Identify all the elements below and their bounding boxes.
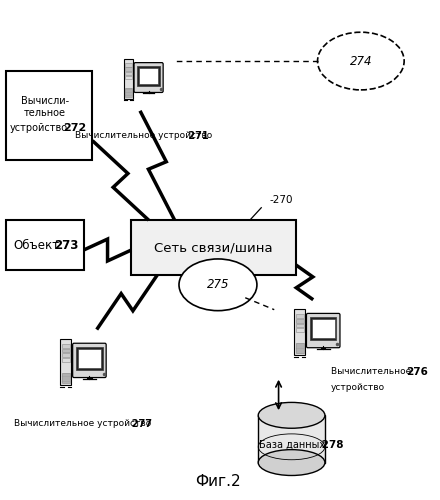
FancyBboxPatch shape (125, 64, 132, 66)
Text: База данных: База данных (259, 440, 325, 450)
FancyBboxPatch shape (60, 340, 71, 385)
FancyBboxPatch shape (296, 314, 304, 318)
FancyBboxPatch shape (62, 358, 70, 362)
Text: Фиг.2: Фиг.2 (195, 474, 241, 488)
Text: Сеть связи/шина: Сеть связи/шина (154, 241, 273, 254)
FancyBboxPatch shape (76, 347, 103, 370)
FancyBboxPatch shape (132, 220, 296, 275)
FancyBboxPatch shape (307, 314, 340, 348)
FancyBboxPatch shape (78, 350, 101, 368)
FancyBboxPatch shape (125, 68, 132, 70)
FancyBboxPatch shape (125, 72, 132, 74)
Text: Вычислительное устройство: Вычислительное устройство (15, 419, 152, 428)
Text: 272: 272 (63, 123, 87, 133)
Text: устройство: устройство (9, 123, 67, 133)
Text: 274: 274 (350, 54, 372, 68)
FancyBboxPatch shape (296, 319, 304, 322)
FancyBboxPatch shape (125, 88, 132, 97)
Text: 277: 277 (125, 419, 152, 429)
Text: тельное: тельное (24, 108, 66, 118)
FancyBboxPatch shape (6, 220, 84, 270)
FancyBboxPatch shape (125, 76, 132, 79)
Ellipse shape (258, 402, 325, 428)
FancyBboxPatch shape (62, 344, 70, 348)
FancyBboxPatch shape (62, 348, 70, 352)
FancyBboxPatch shape (62, 354, 70, 357)
FancyBboxPatch shape (296, 328, 304, 332)
FancyBboxPatch shape (139, 68, 158, 84)
Text: 271: 271 (186, 130, 209, 140)
FancyBboxPatch shape (296, 324, 304, 328)
Ellipse shape (179, 259, 257, 310)
FancyBboxPatch shape (6, 71, 92, 160)
FancyBboxPatch shape (310, 318, 337, 340)
FancyBboxPatch shape (134, 62, 163, 92)
FancyBboxPatch shape (124, 60, 133, 99)
Text: Объект: Объект (13, 238, 59, 252)
Text: Вычислительное: Вычислительное (330, 367, 417, 376)
Polygon shape (258, 416, 325, 463)
Text: 278: 278 (318, 440, 343, 450)
FancyBboxPatch shape (137, 66, 160, 86)
FancyBboxPatch shape (73, 343, 106, 378)
Text: 276: 276 (406, 367, 428, 377)
Text: 275: 275 (207, 278, 229, 291)
Ellipse shape (258, 450, 325, 475)
FancyBboxPatch shape (294, 310, 305, 356)
Text: -270: -270 (270, 195, 293, 205)
Text: Вычислительное устройство: Вычислительное устройство (75, 130, 213, 140)
Ellipse shape (318, 32, 404, 90)
FancyBboxPatch shape (296, 344, 304, 353)
Text: Вычисли-: Вычисли- (21, 96, 69, 106)
FancyBboxPatch shape (62, 373, 70, 384)
Text: устройство: устройство (330, 383, 385, 392)
FancyBboxPatch shape (312, 320, 335, 338)
Text: 273: 273 (54, 238, 79, 252)
